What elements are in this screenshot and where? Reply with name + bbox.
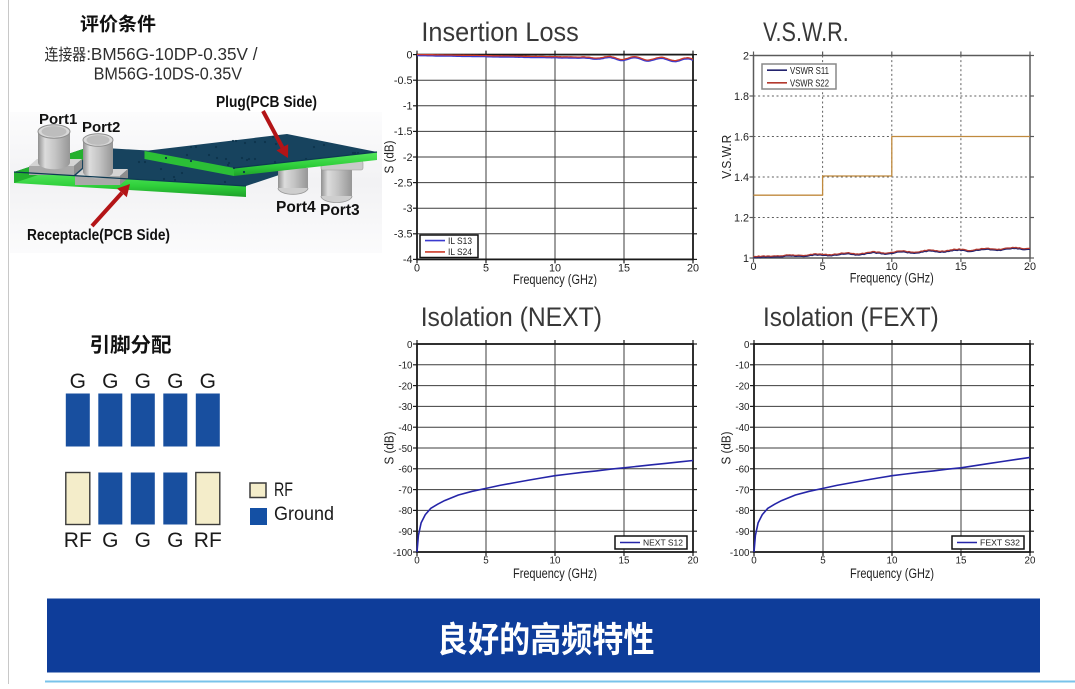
svg-text:15: 15 [618, 262, 630, 274]
svg-text:0: 0 [744, 340, 750, 351]
svg-text:0: 0 [406, 49, 412, 61]
svg-text:-100: -100 [393, 548, 413, 559]
svg-text:G: G [167, 370, 183, 393]
svg-text:1.2: 1.2 [734, 212, 749, 224]
svg-text:-60: -60 [735, 465, 750, 476]
svg-text:BM56G-10DP-0.35V /: BM56G-10DP-0.35V / [91, 44, 258, 64]
svg-text:-90: -90 [398, 527, 413, 538]
svg-text:-100: -100 [730, 548, 750, 559]
svg-text:0: 0 [414, 556, 420, 567]
svg-text:0: 0 [750, 261, 756, 273]
svg-text:-10: -10 [735, 361, 750, 372]
svg-text:Receptacle(PCB Side): Receptacle(PCB Side) [27, 227, 170, 244]
svg-text:S (dB): S (dB) [720, 432, 734, 465]
svg-text:RF: RF [194, 529, 222, 552]
svg-text::: : [86, 44, 91, 64]
svg-text:G: G [70, 370, 86, 393]
svg-text:Isolation (FEXT): Isolation (FEXT) [763, 302, 939, 332]
svg-text:Isolation (NEXT): Isolation (NEXT) [421, 302, 602, 332]
svg-text:BM56G-10DS-0.35V: BM56G-10DS-0.35V [94, 64, 243, 84]
svg-text:Port1: Port1 [39, 111, 77, 128]
svg-text:Frequency (GHz): Frequency (GHz) [850, 566, 934, 581]
svg-text:20: 20 [1025, 556, 1036, 567]
svg-text:10: 10 [887, 556, 898, 567]
svg-text:-50: -50 [735, 444, 750, 455]
svg-text:5: 5 [820, 261, 826, 273]
svg-text:2: 2 [743, 50, 749, 62]
svg-text:1: 1 [743, 253, 749, 265]
svg-text:Frequency (GHz): Frequency (GHz) [850, 271, 934, 286]
svg-text:10: 10 [550, 556, 561, 567]
svg-text:-20: -20 [735, 381, 750, 392]
svg-text:-2: -2 [403, 152, 413, 164]
svg-text:Port4: Port4 [276, 199, 316, 216]
svg-text:-60: -60 [398, 465, 413, 476]
svg-text:-30: -30 [398, 402, 413, 413]
svg-text:0: 0 [414, 262, 420, 274]
svg-text:-2.5: -2.5 [394, 177, 413, 189]
svg-text:G: G [135, 370, 151, 393]
svg-text:20: 20 [688, 556, 699, 567]
svg-text:-40: -40 [735, 423, 750, 434]
svg-text:V.S.W.R: V.S.W.R [720, 135, 734, 179]
svg-text:Port3: Port3 [320, 202, 360, 219]
svg-text:RF: RF [274, 479, 293, 501]
svg-text:G: G [167, 529, 183, 552]
svg-text:NEXT S12: NEXT S12 [643, 538, 683, 548]
svg-text:-50: -50 [398, 444, 413, 455]
svg-text:20: 20 [1024, 261, 1036, 273]
svg-text:-80: -80 [735, 506, 750, 517]
svg-text:Frequency (GHz): Frequency (GHz) [513, 566, 597, 581]
svg-text:-40: -40 [398, 423, 413, 434]
svg-text:1.8: 1.8 [734, 91, 749, 103]
svg-text:-4: -4 [403, 254, 413, 266]
svg-text:-1.5: -1.5 [394, 126, 413, 138]
svg-text:-3: -3 [403, 203, 413, 215]
svg-text:5: 5 [820, 556, 826, 567]
svg-text:FEXT S32: FEXT S32 [980, 538, 1020, 548]
svg-text:VSWR S11: VSWR S11 [790, 66, 829, 77]
svg-text:IL S24: IL S24 [448, 247, 472, 257]
svg-text:IL S13: IL S13 [448, 236, 472, 246]
svg-text:0: 0 [751, 556, 757, 567]
svg-text:5: 5 [483, 262, 489, 274]
svg-text:1.6: 1.6 [734, 131, 749, 143]
svg-text:-3.5: -3.5 [394, 229, 413, 241]
svg-text:-0.5: -0.5 [394, 75, 413, 87]
svg-text:15: 15 [619, 556, 630, 567]
svg-text:15: 15 [955, 261, 967, 273]
svg-text:5: 5 [483, 556, 489, 567]
svg-text:S (dB): S (dB) [383, 432, 397, 465]
svg-text:-20: -20 [398, 381, 413, 392]
svg-text:G: G [102, 370, 118, 393]
svg-text:Ground: Ground [274, 503, 334, 525]
svg-text:G: G [200, 370, 216, 393]
svg-text:0: 0 [407, 340, 413, 351]
svg-text:10: 10 [886, 261, 898, 273]
svg-text:10: 10 [549, 262, 561, 274]
svg-text:-10: -10 [398, 361, 413, 372]
svg-text:Insertion Loss: Insertion Loss [421, 17, 578, 47]
svg-text:-1: -1 [403, 101, 413, 113]
svg-text:Plug(PCB Side): Plug(PCB Side) [216, 94, 317, 111]
svg-text:20: 20 [687, 262, 699, 274]
svg-text:RF: RF [64, 529, 92, 552]
svg-text:VSWR S22: VSWR S22 [790, 78, 829, 89]
svg-text:-30: -30 [735, 402, 750, 413]
svg-text:-80: -80 [398, 506, 413, 517]
svg-text:-70: -70 [735, 485, 750, 496]
svg-text:-70: -70 [398, 485, 413, 496]
svg-text:G: G [102, 529, 118, 552]
svg-text:-90: -90 [735, 527, 750, 538]
svg-text:V.S.W.R.: V.S.W.R. [763, 17, 849, 47]
svg-text:1.4: 1.4 [734, 172, 749, 184]
svg-text:Port2: Port2 [82, 119, 120, 136]
svg-text:S (dB): S (dB) [383, 141, 397, 174]
svg-text:G: G [135, 529, 151, 552]
svg-text:15: 15 [956, 556, 967, 567]
svg-text:Frequency (GHz): Frequency (GHz) [513, 272, 597, 287]
